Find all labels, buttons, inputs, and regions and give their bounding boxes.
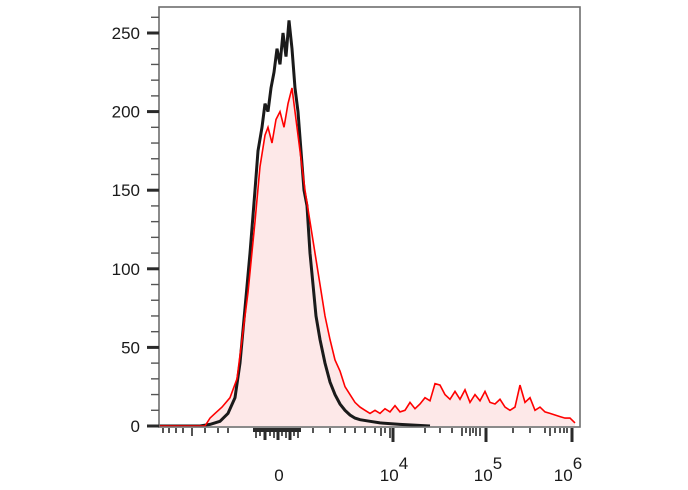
x-tick-cluster	[253, 428, 301, 432]
plot-frame	[158, 6, 581, 428]
y-tick-label: 100	[112, 260, 140, 279]
stained-series-line	[159, 87, 576, 427]
x-tick-label: 106	[554, 454, 582, 485]
y-tick-label: 0	[131, 417, 140, 436]
plot-area	[159, 20, 576, 428]
x-tick-label: 104	[380, 454, 408, 485]
y-tick-label: 150	[112, 181, 140, 200]
stained-series-fill	[159, 88, 575, 426]
x-tick-label: 0	[274, 466, 283, 485]
y-tick-label: 50	[121, 338, 140, 357]
x-axis	[162, 428, 574, 442]
y-tick-label: 200	[112, 103, 140, 122]
y-axis	[147, 16, 159, 428]
x-tick-labels: 0 104 105 106	[274, 454, 582, 485]
y-tick-labels: 0 50 100 150 200 250	[112, 24, 140, 436]
control-series-line	[159, 20, 431, 428]
x-tick-label: 105	[474, 454, 502, 485]
y-tick-label: 250	[112, 24, 140, 43]
